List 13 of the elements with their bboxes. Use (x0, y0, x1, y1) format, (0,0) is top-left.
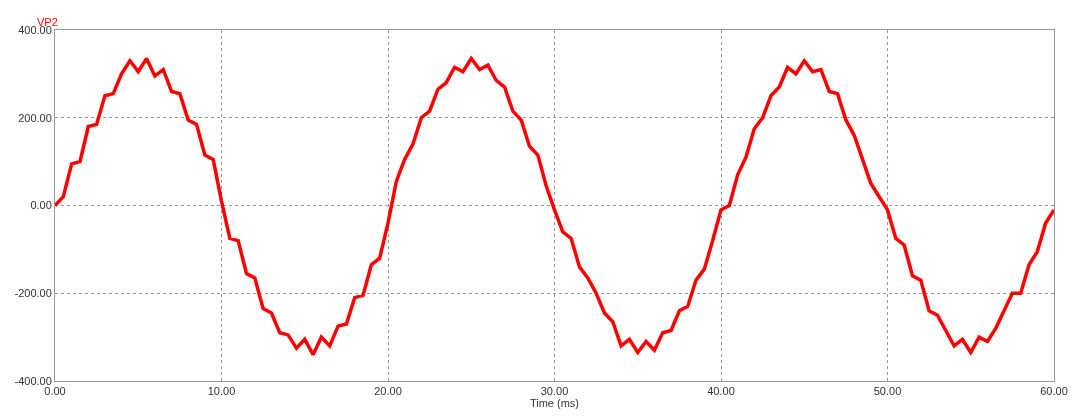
y-tick-label: 0.00 (30, 199, 52, 212)
y-tick-label: 200.00 (18, 111, 52, 124)
x-axis-title: Time (ms) (529, 397, 580, 410)
x-tick-label: 50.00 (873, 385, 902, 398)
y-tick-label: -400.00 (14, 374, 52, 387)
line-series (55, 56, 1054, 357)
x-tick-label: 0.00 (44, 385, 66, 398)
x-tick-label: 60.00 (1040, 385, 1068, 398)
x-tick-label: 40.00 (707, 385, 735, 398)
x-tick-label: 20.00 (374, 385, 402, 398)
x-tick-label: 30.00 (540, 385, 569, 398)
x-tick-label: 10.00 (207, 385, 236, 398)
y-tick-label: -200.00 (14, 287, 52, 300)
